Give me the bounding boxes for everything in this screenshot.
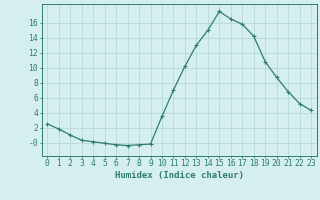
X-axis label: Humidex (Indice chaleur): Humidex (Indice chaleur) (115, 171, 244, 180)
